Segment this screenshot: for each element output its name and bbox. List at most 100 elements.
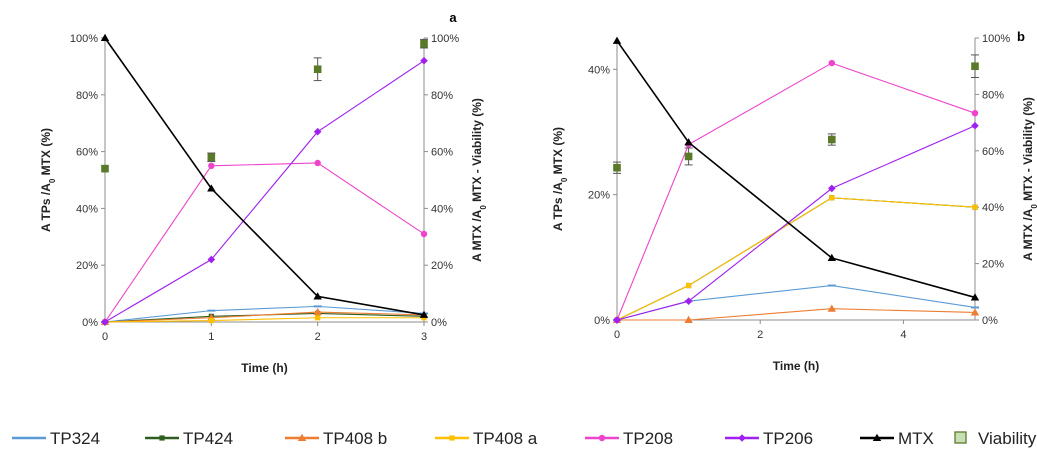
tp208-line [104,162,425,323]
tp324-point [971,306,979,309]
y-tick-label-right: 80% [431,90,453,102]
x-tick-label: 2 [315,331,321,343]
legend-label: MTX [898,429,934,448]
y-tick-label-left: 20% [76,260,98,272]
tp208-point [828,59,835,67]
viability-point [684,152,693,161]
x-tick-label: 2 [757,329,763,341]
mtx-point [827,253,836,261]
tp206-point [313,127,322,136]
tp408-b-point [684,315,693,323]
tp408-a-point [315,315,321,321]
x-tick-label: 0 [102,331,108,343]
series-tp206 [613,121,979,324]
legend-tp206-point [738,434,746,442]
chart-panel-a: 0% 20% 40% 60% 80% 100% 0% 20% 40% 60% 80% 100% 0 1 2 3… [70,10,459,375]
mtx-point [684,138,693,146]
tp206-line [104,60,425,323]
tp408-b-point [313,307,322,316]
legend-tp208-point [598,434,606,442]
series-viability [101,38,428,173]
tp408-a-point [972,204,978,210]
tp324-line [616,284,976,321]
legend-label: TP324 [50,429,100,448]
y-tick-label-right: 80% [982,89,1004,101]
y-tick-label-right: 100% [982,33,1010,45]
legend: TP324 TP424 TP408 b TP408 a TP208 TP206 MTX Via… [12,429,1037,448]
tp408-b-point [827,304,836,312]
tp208-point [314,159,321,167]
chart-panel-b: 0% 20% 40% 0% 20% 40% 60% 80% 100% 0 2 4 Time (h) b [588,29,1025,373]
y-axis-title-right: A MTX /A0 MTX - Viability (%) [1021,97,1037,261]
legend-item-mtx: MTX [860,429,934,448]
mtx-point [612,36,622,44]
tp206-point [420,56,428,65]
y-tick-label-right: 20% [431,260,453,272]
y-tick-label-left: 100% [70,33,98,45]
y-tick-label-left: 40% [588,64,610,76]
y-tick-label-right: 0% [431,317,447,329]
tp324-point [313,305,322,308]
mtx-point [970,293,980,301]
y-tick-label-right: 60% [431,147,453,159]
series-tp408-a [614,195,978,323]
tp408-a-point [686,282,692,289]
viability-point [971,62,979,70]
viability-point [101,164,109,173]
series-viability [613,54,979,174]
x-tick-label: 1 [208,331,214,343]
panel-letter: b [1017,29,1025,44]
mtx-line [104,37,425,316]
tp206-point [207,255,216,264]
series-tp324 [613,284,979,321]
tp324-line [104,305,425,323]
series-mtx [612,36,980,301]
tp208-line [616,62,976,321]
tp206-line [616,125,976,321]
tp206-point [101,318,109,326]
tp324-point [207,309,216,312]
viability-point [313,65,322,74]
tp208-point [420,230,428,238]
legend-item-tp208: TP208 [585,429,673,448]
tp408-b-line [617,308,976,321]
y-tick-label-left: 0% [594,315,610,327]
x-tick-label: 0 [614,329,620,341]
tp206-point [684,297,693,305]
series-tp424 [614,195,978,323]
tp208-point [208,162,215,169]
x-axis-title: Time (h) [241,361,287,375]
y-tick-label-right: 60% [982,146,1004,158]
y-tick-label-left: 20% [588,190,610,202]
tp408-a-point [208,317,214,324]
viability-point [613,163,621,172]
y-axis-title-right: A MTX /A0 MTX - Viability (%) [470,98,488,262]
legend-label: TP424 [183,429,233,448]
legend-label: TP408 b [323,429,387,448]
x-tick-label: 3 [421,331,427,343]
legend-label: TP206 [763,429,813,448]
y-tick-label-right: 40% [431,203,453,215]
tp408-b-line [104,311,425,323]
mtx-point [419,310,429,318]
y-tick-label-right: 40% [982,202,1004,214]
y-tick-label-left: 40% [76,203,98,215]
legend-label: Viability [978,429,1037,448]
legend-item-tp408-a: TP408 a [435,429,538,448]
legend-label: TP208 [623,429,673,448]
tp208-point [971,110,979,117]
mtx-point [100,33,110,41]
legend-swatch [954,431,967,444]
y-tick-label-right: 0% [982,315,998,327]
viability-point [207,153,216,162]
tp206-point [613,316,621,324]
legend-item-tp324: TP324 [12,429,100,448]
y-tick-label-left: 60% [76,147,98,159]
legend-item-tp206: TP206 [725,429,813,448]
tp324-point [827,284,836,287]
series-tp206 [101,56,428,326]
y-axis-title-left: A TPs /A0 MTX (%) [39,128,57,232]
viability-point [420,39,428,48]
mtx-line [616,40,976,299]
